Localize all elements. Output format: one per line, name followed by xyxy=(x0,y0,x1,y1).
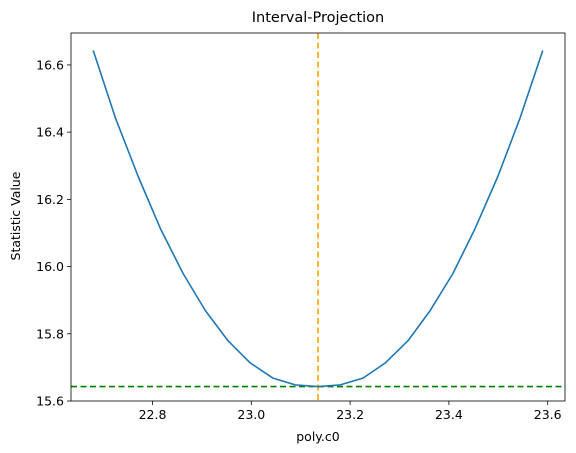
y-tick-label: 16.6 xyxy=(36,57,64,72)
y-tick-label: 16.2 xyxy=(36,192,64,207)
y-tick-label: 16.4 xyxy=(36,125,64,140)
x-tick-label: 23.2 xyxy=(336,407,364,422)
y-tick-label: 16.0 xyxy=(36,259,64,274)
x-axis-ticks: 22.8 23.0 23.2 23.4 23.6 xyxy=(139,401,562,422)
y-tick-label: 15.6 xyxy=(36,394,64,409)
y-tick-label: 15.8 xyxy=(36,326,64,341)
x-tick-label: 23.0 xyxy=(237,407,265,422)
reference-lines xyxy=(71,33,565,401)
x-tick-label: 23.6 xyxy=(534,407,562,422)
chart-title: Interval-Projection xyxy=(252,10,384,26)
x-axis-label: poly.c0 xyxy=(296,429,340,444)
x-tick-label: 22.8 xyxy=(139,407,167,422)
y-axis-ticks: 15.6 15.8 16.0 16.2 16.4 16.6 xyxy=(36,57,71,408)
x-tick-label: 23.4 xyxy=(435,407,463,422)
y-axis-label: Statistic Value xyxy=(8,171,23,260)
